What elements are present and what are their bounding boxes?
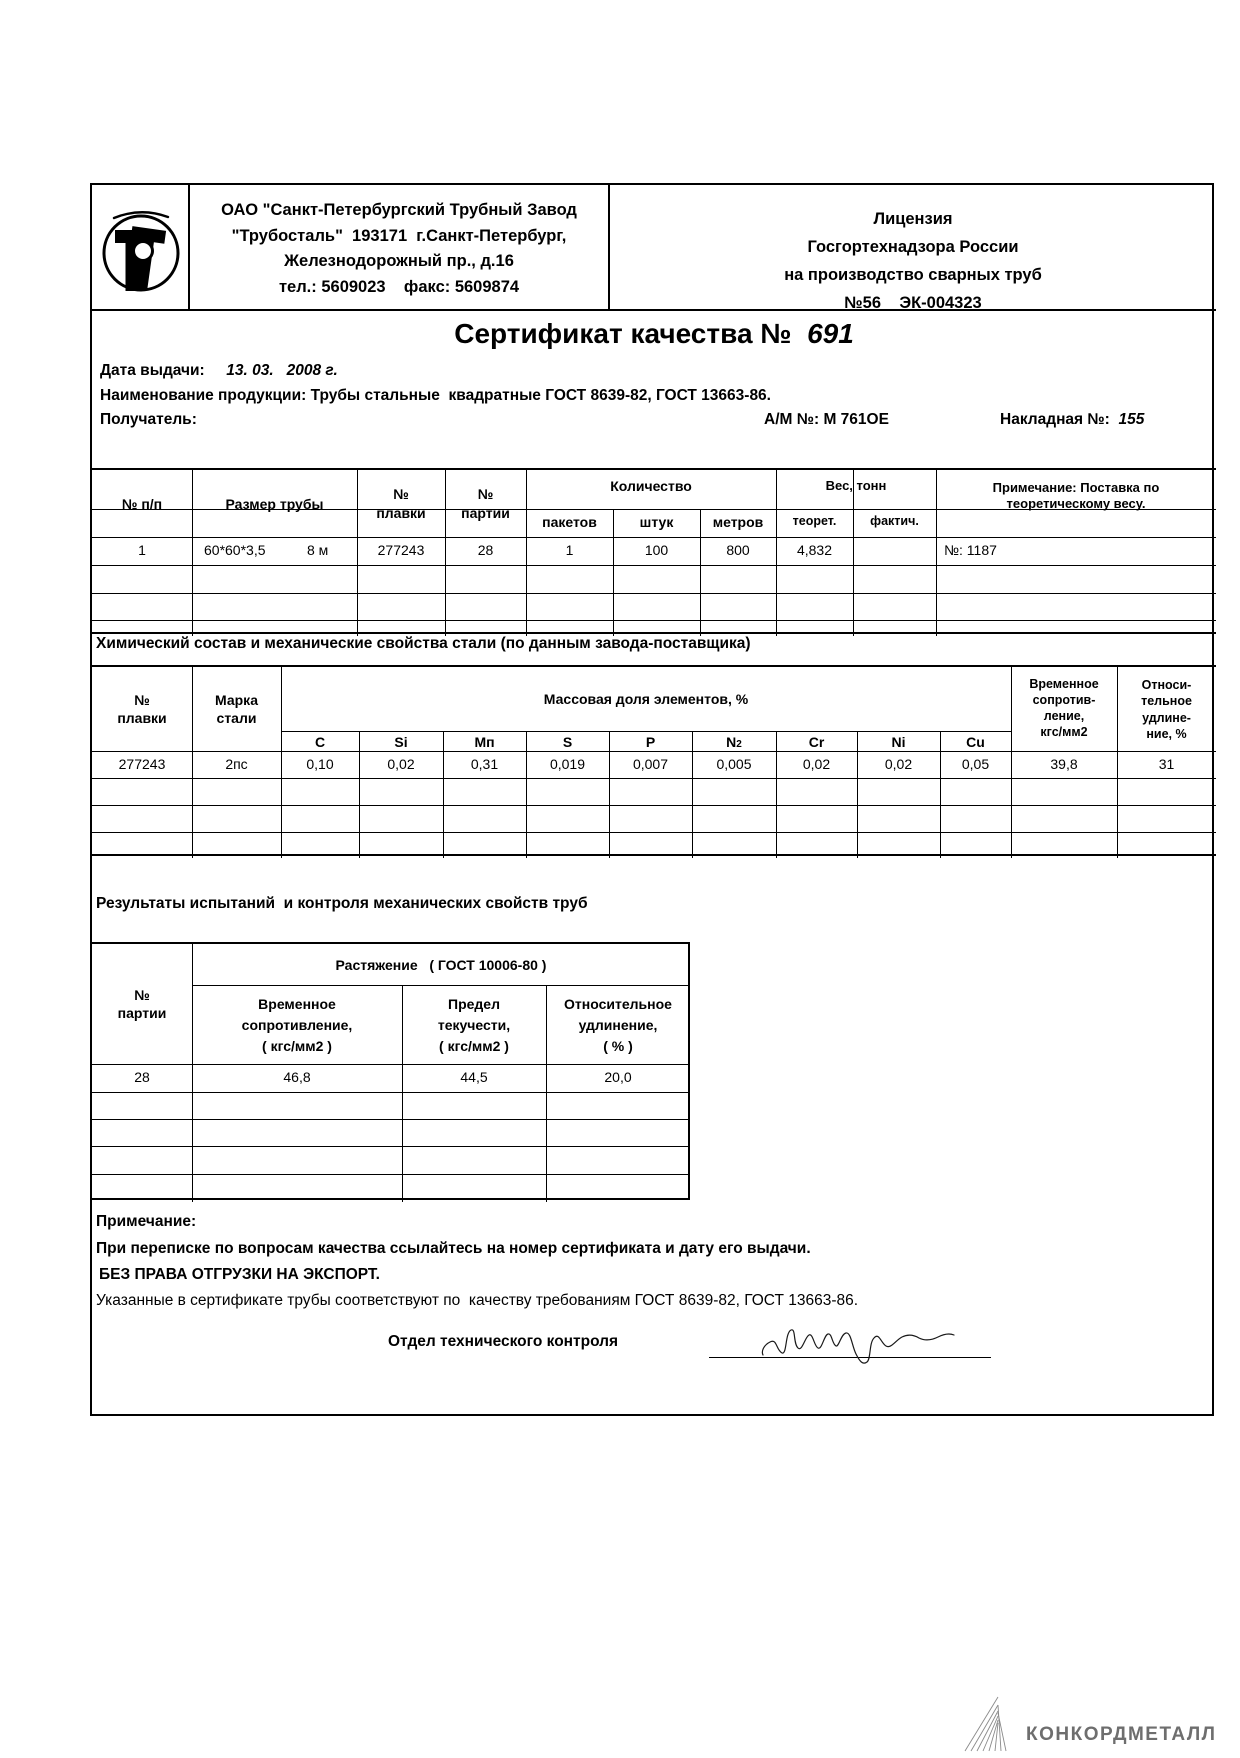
svg-text:КОНКОРДМЕТАЛЛ: КОНКОРДМЕТАЛЛ xyxy=(1026,1724,1215,1745)
